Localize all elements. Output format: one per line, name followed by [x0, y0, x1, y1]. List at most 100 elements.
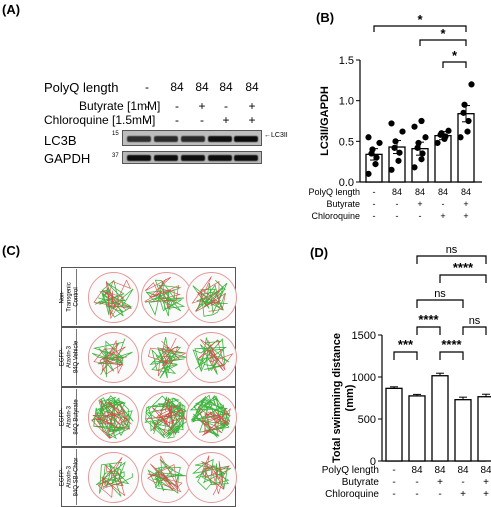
well-dish: [88, 332, 139, 383]
y-axis-label: Total swimming distance(mm): [331, 333, 356, 463]
swim-path-green: [192, 279, 228, 317]
significance-mark: ns: [469, 315, 481, 327]
lc3b-band: [208, 136, 232, 142]
data-point: [392, 138, 399, 145]
data-point: [391, 144, 398, 151]
data-point: [395, 157, 402, 164]
well-dish: [186, 332, 237, 383]
significance-bracket: [439, 351, 464, 360]
y-tick-label: 1500: [352, 330, 376, 342]
y-tick-label: 1000: [352, 372, 376, 384]
condition-value: -: [392, 489, 395, 500]
condition-value: 84: [392, 187, 402, 197]
lane-value: +: [222, 113, 230, 127]
y-tick-label: 500: [358, 414, 376, 426]
lane-value: -: [175, 113, 179, 127]
significance-bracket: [416, 299, 464, 308]
swim-path-red: [93, 279, 132, 319]
swim-path-red: [201, 455, 230, 496]
data-point: [460, 109, 467, 116]
condition-value: 84: [461, 187, 471, 197]
swim-path: [147, 455, 187, 494]
y-axis-label-line: (mm): [344, 384, 356, 411]
y-tick-label: 1.5: [339, 55, 354, 67]
condition-value: -: [373, 187, 376, 197]
condition-value: +: [463, 199, 468, 209]
condition-value: -: [396, 211, 399, 221]
swim-track-row: Non- Transgenic Control: [59, 267, 237, 327]
lane-value: -: [200, 113, 204, 127]
well-dish: [141, 332, 192, 383]
lane-value: 84: [219, 80, 233, 94]
data-point: [461, 101, 468, 108]
swim-track-row: EGFP- Ataxin-3 84Q Vehicle: [59, 327, 237, 387]
swim-path: [148, 337, 188, 379]
swim-track-row-label: Non- Transgenic Control: [59, 269, 79, 325]
swim-path-red: [148, 337, 187, 377]
significance-mark: ***: [398, 337, 414, 352]
swim-track-row-label: EGFP- Ataxin-3 84Q Butyrate: [59, 389, 79, 445]
significance-mark: ns: [434, 288, 446, 300]
significance-bracket: [462, 326, 487, 335]
swim-path-red: [145, 399, 186, 437]
data-point: [411, 123, 418, 130]
swim-path-red: [191, 276, 226, 312]
data-point: [415, 139, 422, 147]
swim-path: [144, 276, 186, 317]
swim-path-red: [97, 457, 126, 498]
condition-value: -: [373, 199, 376, 209]
swim-path: [91, 338, 133, 378]
lane-value: 84: [195, 80, 209, 94]
panel-d-label: (D): [310, 245, 329, 260]
significance-bracket: [416, 255, 487, 264]
swim-path-red: [144, 276, 181, 310]
well-dish: [88, 272, 139, 323]
data-point: [438, 130, 445, 137]
condition-value: 84: [480, 465, 491, 476]
lane-value: -: [145, 113, 149, 127]
y-tick-label: 0.5: [339, 136, 354, 148]
data-point: [396, 149, 403, 156]
swim-path: [192, 455, 231, 496]
swim-path-green: [189, 394, 231, 438]
swim-path-red: [197, 339, 234, 372]
lc3b-band: [154, 136, 178, 142]
condition-value: +: [463, 211, 468, 221]
significance-mark: *: [452, 48, 458, 63]
mw-marker-15: 15: [112, 131, 119, 137]
condition-value: 84: [411, 465, 423, 476]
bar: [408, 395, 426, 462]
lc3b-blot: [122, 130, 262, 146]
swim-path: [192, 337, 234, 375]
swim-path: [191, 276, 228, 317]
data-point: [418, 117, 425, 125]
blot-name-gapdh: GAPDH: [44, 151, 91, 166]
significance-mark: ns: [446, 244, 458, 256]
y-axis-label-line: Total swimming distance: [331, 333, 343, 463]
condition-value: +: [417, 199, 422, 209]
gapdh-band: [181, 155, 205, 161]
condition-value: 84: [438, 187, 448, 197]
data-point: [388, 120, 395, 127]
well-dish: [186, 272, 237, 323]
data-point: [411, 164, 418, 171]
row-label-chloroquine: Chloroquine [1.5mM]: [44, 113, 156, 127]
lc3b-band: [234, 136, 258, 142]
condition-value: 84: [434, 465, 446, 476]
panel-c-label: (C): [2, 243, 21, 258]
condition-value: 84: [457, 465, 469, 476]
swim-path: [91, 395, 134, 440]
data-point: [434, 139, 441, 147]
significance-bracket: [393, 351, 418, 360]
data-point: [419, 150, 426, 157]
data-point: [445, 127, 452, 134]
lane-value: +: [248, 99, 256, 113]
condition-value: -: [415, 477, 418, 488]
data-point: [418, 156, 425, 163]
lane-value: +: [198, 99, 206, 113]
condition-row-label: PolyQ length: [308, 187, 360, 197]
data-point: [365, 170, 372, 177]
condition-value: +: [483, 477, 489, 488]
data-point: [422, 134, 429, 141]
